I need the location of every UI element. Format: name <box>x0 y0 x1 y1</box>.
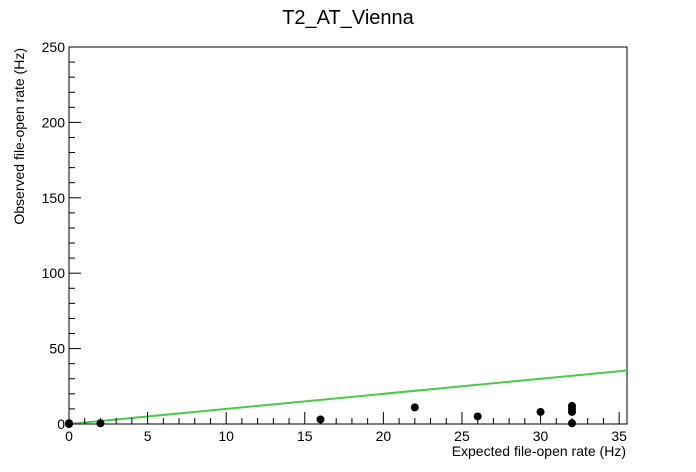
y-axis-label: Observed file-open rate (Hz) <box>11 48 27 225</box>
y-tick-label: 100 <box>42 265 66 281</box>
data-point <box>65 419 73 428</box>
x-tick-label: 30 <box>533 428 549 444</box>
y-tick-label: 200 <box>42 114 66 130</box>
x-tick-label: 20 <box>376 428 392 444</box>
reference-line-layer <box>68 369 628 425</box>
x-tick-label: 15 <box>297 428 313 444</box>
x-axis-label: Expected file-open rate (Hz) <box>452 443 626 459</box>
y-tick-label: 150 <box>42 190 66 206</box>
data-point <box>473 412 482 421</box>
y-tick-label: 50 <box>49 341 65 357</box>
x-tick-label: 10 <box>218 428 234 444</box>
data-point <box>536 407 545 416</box>
x-tick-label: 25 <box>454 428 470 444</box>
x-tick-label: 35 <box>611 428 627 444</box>
data-point <box>316 415 325 424</box>
x-tick-label: 5 <box>144 428 152 444</box>
data-point <box>567 407 576 416</box>
y-tick-label: 250 <box>42 39 66 55</box>
chart-title: T2_AT_Vienna <box>282 7 414 29</box>
y-axis-ticks: 0 50 100 150 200 250 <box>42 39 81 432</box>
x-axis-ticks: 0 5 10 15 20 25 30 35 <box>65 412 627 444</box>
reference-line <box>68 369 628 425</box>
data-point <box>410 403 419 412</box>
data-point <box>96 419 105 428</box>
x-tick-label: 0 <box>65 428 73 444</box>
data-points-layer <box>65 401 576 428</box>
data-point <box>567 419 576 428</box>
plot-frame <box>68 46 628 425</box>
y-tick-label: 0 <box>57 416 65 432</box>
